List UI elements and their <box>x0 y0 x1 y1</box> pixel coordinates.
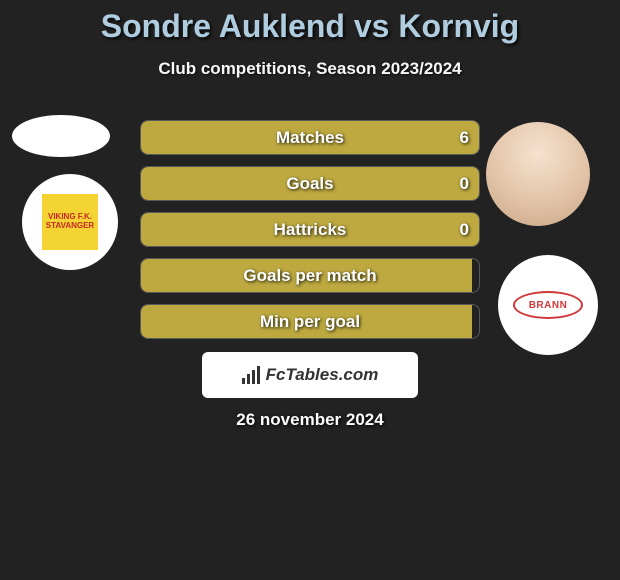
stat-label: Min per goal <box>141 312 479 332</box>
stat-value: 0 <box>460 174 469 194</box>
page-title: Sondre Auklend vs Kornvig <box>0 0 620 45</box>
stats-container: Matches 6 Goals 0 Hattricks 0 Goals per … <box>140 120 480 350</box>
subtitle: Club competitions, Season 2023/2024 <box>0 59 620 79</box>
stat-row-hattricks: Hattricks 0 <box>140 212 480 247</box>
stat-row-goals: Goals 0 <box>140 166 480 201</box>
stat-row-goals-per-match: Goals per match <box>140 258 480 293</box>
stat-row-matches: Matches 6 <box>140 120 480 155</box>
stat-label: Matches <box>141 128 479 148</box>
stat-label: Goals per match <box>141 266 479 286</box>
stat-label: Hattricks <box>141 220 479 240</box>
club-logo-left: VIKING F.K. STAVANGER <box>22 174 118 270</box>
player-avatar-right <box>486 122 590 226</box>
club-location-left: STAVANGER <box>46 222 94 231</box>
stat-row-min-per-goal: Min per goal <box>140 304 480 339</box>
club-name-right: BRANN <box>529 300 568 311</box>
stat-value: 0 <box>460 220 469 240</box>
club-logo-right: BRANN <box>498 255 598 355</box>
club-logo-left-inner: VIKING F.K. STAVANGER <box>42 194 98 250</box>
chart-icon <box>242 366 260 384</box>
footer-site-badge: FcTables.com <box>202 352 418 398</box>
footer-site-text: FcTables.com <box>266 365 379 385</box>
date-text: 26 november 2024 <box>0 410 620 430</box>
stat-label: Goals <box>141 174 479 194</box>
club-logo-right-inner: BRANN <box>513 291 583 319</box>
player-avatar-left <box>12 115 110 157</box>
stat-value: 6 <box>460 128 469 148</box>
